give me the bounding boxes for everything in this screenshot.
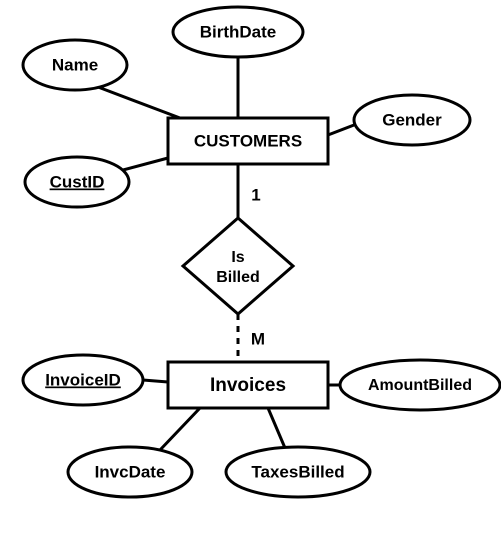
attribute-birthdate: BirthDate bbox=[173, 7, 303, 57]
attribute-invoiceid: InvoiceID bbox=[23, 355, 143, 405]
rel-label-top: Is bbox=[231, 249, 244, 266]
attribute-name: Name bbox=[23, 40, 127, 90]
cardinality-1: 1 bbox=[251, 185, 260, 204]
rel-label-bottom: Billed bbox=[216, 269, 260, 286]
connector-invcdate bbox=[160, 408, 200, 450]
connector-invoiceid bbox=[143, 380, 168, 382]
connector-gender bbox=[328, 125, 354, 135]
attribute-label-name: Name bbox=[52, 55, 98, 74]
connector-custid bbox=[123, 158, 168, 170]
attribute-label-taxesbilled: TaxesBilled bbox=[251, 462, 344, 481]
entity-label-customers: CUSTOMERS bbox=[194, 131, 302, 150]
connector-name bbox=[98, 87, 180, 118]
attribute-label-custid: CustID bbox=[50, 172, 105, 191]
attribute-amountbilled: AmountBilled bbox=[340, 360, 500, 410]
entity-invoices: Invoices bbox=[168, 362, 328, 408]
attribute-label-amountbilled: AmountBilled bbox=[368, 377, 472, 394]
attribute-label-invoiceid: InvoiceID bbox=[45, 370, 121, 389]
connector-taxesbilled bbox=[268, 408, 285, 448]
entity-customers: CUSTOMERS bbox=[168, 118, 328, 164]
attribute-label-gender: Gender bbox=[382, 110, 442, 129]
er-diagram: CUSTOMERS Invoices Is Billed 1 M Name BirthDate… bbox=[0, 0, 501, 535]
attribute-label-invcdate: InvcDate bbox=[95, 462, 166, 481]
attribute-taxesbilled: TaxesBilled bbox=[226, 447, 370, 497]
attribute-invcdate: InvcDate bbox=[68, 447, 192, 497]
relationship-isbilled: Is Billed bbox=[183, 218, 293, 314]
attribute-label-birthdate: BirthDate bbox=[200, 22, 277, 41]
cardinality-m: M bbox=[251, 329, 265, 348]
attribute-gender: Gender bbox=[354, 95, 470, 145]
entity-label-invoices: Invoices bbox=[210, 375, 286, 396]
attribute-custid: CustID bbox=[25, 157, 129, 207]
